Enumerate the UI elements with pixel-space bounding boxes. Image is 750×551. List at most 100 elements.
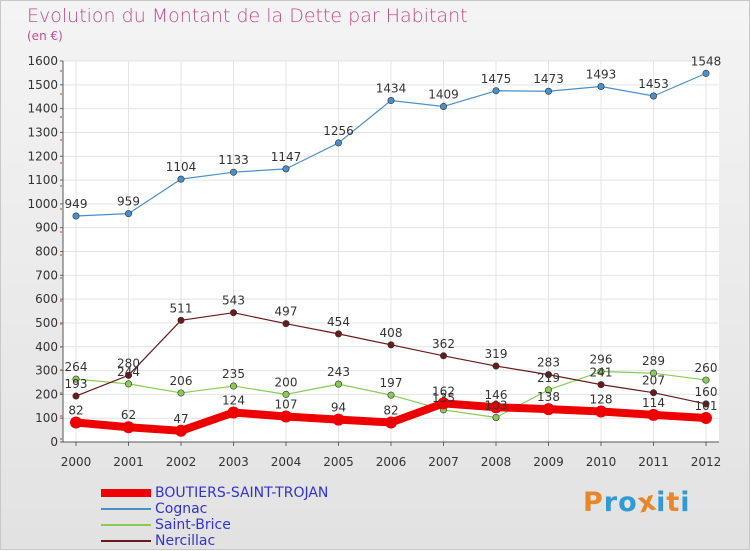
data-label: 1493 bbox=[586, 67, 617, 81]
data-point bbox=[387, 391, 395, 399]
data-point bbox=[282, 390, 290, 398]
x-tick-label: 2011 bbox=[638, 455, 669, 469]
data-point bbox=[125, 371, 133, 379]
data-point bbox=[125, 380, 133, 388]
axis-dot bbox=[60, 116, 62, 118]
data-label: 1434 bbox=[376, 82, 407, 96]
y-tick-label: 300 bbox=[35, 364, 58, 378]
x-tick-label: 2008 bbox=[481, 455, 512, 469]
data-point bbox=[332, 413, 345, 426]
legend-item: Nercillac bbox=[101, 533, 328, 549]
axis-dot bbox=[60, 392, 62, 394]
data-label: 949 bbox=[65, 197, 88, 211]
x-tick-label: 2006 bbox=[376, 455, 407, 469]
data-label: 1548 bbox=[691, 54, 722, 68]
logo-letter: r bbox=[603, 487, 619, 518]
data-label: 241 bbox=[590, 366, 613, 380]
y-tick-label: 700 bbox=[35, 268, 58, 282]
legend-swatch bbox=[101, 508, 151, 510]
y-tick-label: 0 bbox=[50, 435, 58, 449]
x-tick-label: 2004 bbox=[271, 455, 302, 469]
axis-dot bbox=[60, 208, 62, 210]
data-label: 124 bbox=[222, 393, 245, 407]
data-point bbox=[177, 316, 185, 324]
legend-swatch bbox=[101, 540, 151, 542]
data-point bbox=[439, 352, 447, 360]
axis-dot bbox=[60, 438, 62, 440]
data-label: 206 bbox=[170, 374, 193, 388]
y-tick-label: 1600 bbox=[27, 54, 58, 68]
data-point bbox=[649, 92, 657, 100]
axis-dot bbox=[60, 415, 62, 417]
data-point bbox=[595, 405, 607, 418]
logo-letter: P bbox=[583, 487, 604, 518]
axis-dot bbox=[60, 231, 62, 233]
x-tick-label: 2001 bbox=[113, 455, 144, 469]
data-label: 296 bbox=[590, 353, 613, 367]
data-point bbox=[647, 408, 660, 421]
data-label: 1133 bbox=[218, 153, 249, 167]
data-point bbox=[334, 380, 342, 388]
data-point bbox=[492, 413, 500, 421]
data-point bbox=[649, 369, 657, 377]
logo-letter: t bbox=[666, 487, 681, 518]
data-point bbox=[230, 382, 238, 390]
data-point bbox=[230, 309, 238, 317]
data-label: 283 bbox=[537, 356, 560, 370]
data-point bbox=[72, 375, 80, 383]
chart-legend: BOUTIERS-SAINT-TROJAN Cognac Saint-Brice Ne… bbox=[101, 485, 328, 549]
legend-label: BOUTIERS-SAINT-TROJAN bbox=[155, 485, 329, 501]
data-label: 497 bbox=[275, 305, 298, 319]
legend-item: BOUTIERS-SAINT-TROJAN bbox=[101, 485, 328, 501]
x-tick-label: 2000 bbox=[61, 455, 92, 469]
legend-swatch bbox=[101, 524, 151, 526]
data-point bbox=[280, 410, 292, 423]
axis-dot bbox=[60, 300, 62, 302]
legend-label: Nercillac bbox=[155, 533, 216, 549]
logo-letter: i bbox=[680, 487, 691, 518]
data-label: 1104 bbox=[166, 160, 197, 174]
chart-title: Evolution du Montant de la Dette par Hab… bbox=[27, 5, 468, 27]
data-point bbox=[385, 416, 397, 429]
data-label: 82 bbox=[68, 403, 83, 417]
x-tick-label: 2007 bbox=[428, 455, 459, 469]
data-point bbox=[437, 397, 450, 410]
data-point bbox=[70, 416, 82, 429]
data-point bbox=[492, 362, 500, 370]
x-tick-label: 2010 bbox=[586, 455, 617, 469]
axis-dot bbox=[60, 323, 62, 325]
y-tick-label: 1000 bbox=[27, 197, 58, 211]
data-label: 319 bbox=[485, 347, 508, 361]
data-label: 280 bbox=[117, 356, 140, 370]
y-tick-label: 900 bbox=[35, 221, 58, 235]
data-point bbox=[177, 389, 185, 397]
x-tick-label: 2005 bbox=[323, 455, 354, 469]
data-point bbox=[702, 400, 710, 408]
data-point bbox=[597, 82, 605, 90]
data-label: 264 bbox=[65, 360, 88, 374]
y-tick-label: 600 bbox=[35, 292, 58, 306]
data-label: 82 bbox=[383, 403, 398, 417]
data-label: 62 bbox=[121, 408, 136, 422]
data-label: 219 bbox=[537, 371, 560, 385]
data-point bbox=[439, 102, 447, 110]
y-tick-label: 1200 bbox=[27, 149, 58, 163]
axis-dot bbox=[60, 139, 62, 141]
data-label: 1409 bbox=[428, 87, 459, 101]
data-label: 200 bbox=[275, 375, 298, 389]
data-label: 162 bbox=[432, 384, 455, 398]
data-label: 959 bbox=[117, 195, 140, 209]
data-point bbox=[72, 212, 80, 220]
data-label: 1473 bbox=[533, 72, 564, 86]
data-label: 1453 bbox=[638, 77, 669, 91]
proxiti-logo: Proxiti bbox=[583, 485, 691, 519]
y-tick-label: 100 bbox=[35, 411, 58, 425]
data-label: 543 bbox=[222, 294, 245, 308]
data-label: 146 bbox=[485, 388, 508, 402]
y-tick-label: 1100 bbox=[27, 173, 58, 187]
data-label: 114 bbox=[642, 396, 665, 410]
y-tick-label: 400 bbox=[35, 340, 58, 354]
data-point bbox=[702, 376, 710, 384]
